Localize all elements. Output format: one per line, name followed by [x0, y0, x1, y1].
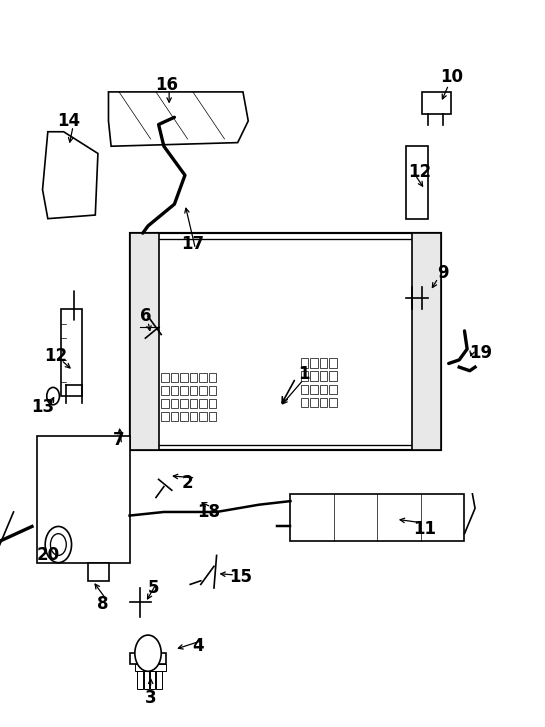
Bar — [190, 412, 197, 422]
Bar — [199, 386, 207, 395]
Bar — [329, 385, 337, 394]
Bar — [161, 412, 168, 422]
Bar — [199, 399, 207, 409]
Text: 9: 9 — [438, 264, 449, 282]
Text: 6: 6 — [140, 308, 151, 326]
Bar — [180, 412, 187, 422]
Circle shape — [135, 635, 161, 671]
Text: 20: 20 — [37, 547, 59, 564]
Bar — [407, 146, 428, 219]
Text: 5: 5 — [148, 579, 159, 597]
Text: 17: 17 — [181, 235, 204, 253]
Bar — [301, 358, 308, 368]
Bar — [412, 233, 441, 451]
Bar — [180, 399, 187, 409]
Bar — [329, 371, 337, 381]
Bar — [130, 233, 441, 451]
Text: 10: 10 — [440, 68, 463, 87]
Bar — [301, 371, 308, 381]
Text: 19: 19 — [469, 344, 492, 361]
Text: 11: 11 — [414, 520, 437, 538]
Bar — [422, 92, 451, 113]
Bar — [301, 385, 308, 394]
Bar — [135, 664, 166, 671]
Bar — [180, 386, 187, 395]
Bar — [171, 412, 178, 422]
Bar — [161, 399, 168, 409]
Bar — [180, 373, 187, 382]
Bar — [88, 563, 109, 581]
Text: 12: 12 — [44, 348, 67, 365]
Circle shape — [45, 526, 71, 563]
Bar — [130, 233, 159, 451]
Bar — [61, 309, 82, 396]
Text: 14: 14 — [57, 112, 81, 130]
Bar — [310, 398, 318, 407]
Circle shape — [47, 387, 59, 405]
Bar — [320, 358, 327, 368]
Bar — [171, 399, 178, 409]
Text: 13: 13 — [31, 398, 54, 416]
Bar — [209, 399, 216, 409]
Bar — [209, 412, 216, 422]
Bar — [320, 385, 327, 394]
Text: 3: 3 — [145, 689, 156, 707]
Polygon shape — [43, 132, 98, 219]
Text: 16: 16 — [155, 76, 178, 94]
Bar — [171, 386, 178, 395]
Bar — [320, 371, 327, 381]
Text: 2: 2 — [182, 474, 193, 492]
Circle shape — [51, 534, 66, 555]
Text: 8: 8 — [98, 595, 109, 613]
Bar — [209, 386, 216, 395]
Bar — [209, 373, 216, 382]
Bar — [199, 412, 207, 422]
Bar — [190, 399, 197, 409]
Bar — [37, 436, 130, 563]
Text: 12: 12 — [408, 163, 431, 180]
Bar — [171, 373, 178, 382]
Bar — [134, 239, 437, 445]
Bar — [144, 671, 149, 689]
Bar — [290, 494, 464, 541]
Bar — [320, 398, 327, 407]
Text: 7: 7 — [113, 430, 125, 449]
Text: 1: 1 — [298, 366, 310, 383]
Bar — [329, 358, 337, 368]
Bar — [150, 671, 155, 689]
Polygon shape — [108, 92, 248, 146]
Text: 4: 4 — [192, 637, 204, 655]
Bar — [329, 398, 337, 407]
Bar — [137, 671, 143, 689]
Bar — [130, 653, 166, 664]
Bar — [161, 373, 168, 382]
Bar — [190, 373, 197, 382]
Bar — [310, 371, 318, 381]
Bar — [156, 671, 162, 689]
Bar — [301, 398, 308, 407]
Bar — [310, 385, 318, 394]
Bar — [161, 386, 168, 395]
Bar — [190, 386, 197, 395]
Bar — [310, 358, 318, 368]
Text: 15: 15 — [229, 568, 252, 586]
Bar — [199, 373, 207, 382]
Text: 18: 18 — [197, 503, 220, 521]
